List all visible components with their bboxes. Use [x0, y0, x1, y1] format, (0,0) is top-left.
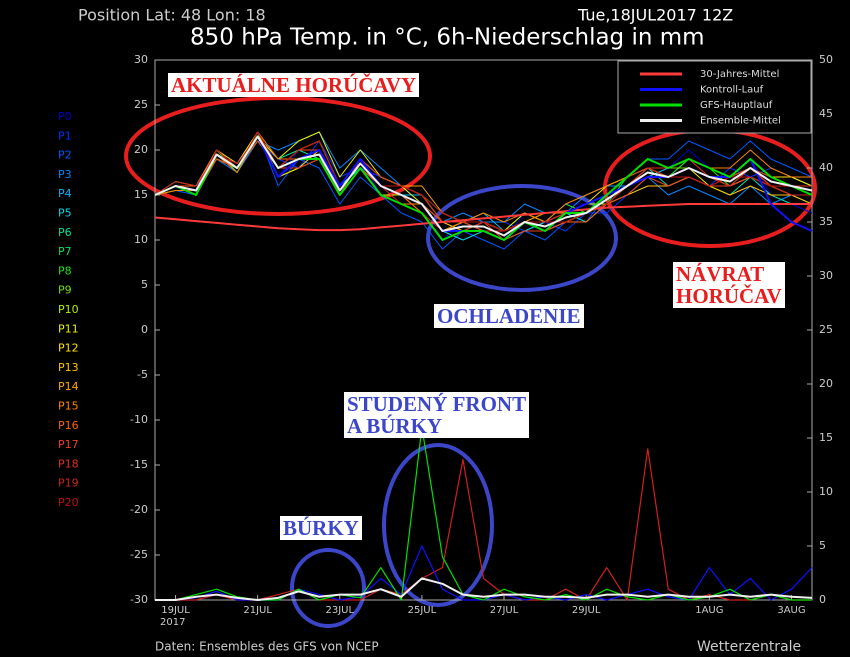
member-label: P2	[58, 149, 72, 162]
x-tick-label: 21JUL	[243, 605, 272, 616]
annotation: AKTUÁLNE HORÚČAVY	[168, 73, 420, 97]
year-label: 2017	[160, 617, 185, 628]
annotation-line: BÚRKY	[283, 516, 359, 540]
ellipse	[603, 128, 817, 248]
precip-line	[155, 426, 812, 601]
annotation-line: AKTUÁLNE HORÚČAVY	[171, 73, 417, 97]
chart-title: 850 hPa Temp. in °C, 6h-Niederschlag in …	[190, 25, 705, 51]
y2-tick-label: 45	[819, 107, 833, 120]
y-tick-label: 30	[134, 53, 148, 66]
y-tick-label: 10	[134, 233, 148, 246]
legend-label: 30-Jahres-Mittel	[700, 69, 779, 80]
y2-tick-label: 20	[819, 377, 833, 390]
annotation: OCHLADENIE	[434, 304, 584, 328]
member-label: P8	[58, 264, 72, 277]
member-label: P13	[58, 361, 79, 374]
member-label: P10	[58, 303, 79, 316]
member-label: P15	[58, 400, 79, 413]
member-label: P12	[58, 342, 79, 355]
legend-label: GFS-Hauptlauf	[700, 100, 773, 111]
annotation-line: NÁVRAT	[676, 262, 765, 286]
y2-tick-label: 5	[819, 539, 826, 552]
y2-tick-label: 25	[819, 323, 833, 336]
y-tick-label: -5	[137, 368, 148, 381]
y-tick-label: 0	[141, 323, 148, 336]
y-tick-label: -20	[130, 503, 148, 516]
member-label: P5	[58, 207, 72, 220]
member-label: P9	[58, 284, 72, 297]
y2-tick-label: 35	[819, 215, 833, 228]
precip-line	[155, 577, 813, 601]
member-label: P20	[58, 496, 79, 509]
y-tick-label: 25	[134, 98, 148, 111]
y2-tick-label: 15	[819, 431, 833, 444]
y-tick-label: -30	[130, 593, 148, 606]
member-label: P18	[58, 457, 79, 470]
annotation-line: A BÚRKY	[347, 414, 443, 438]
series-line	[154, 135, 813, 237]
y2-tick-label: 0	[819, 593, 826, 606]
ellipse	[290, 548, 366, 628]
member-label: P7	[58, 245, 72, 258]
brand: Wetterzentrale	[697, 639, 801, 655]
member-label: P1	[58, 129, 72, 142]
position: Position Lat: 48 Lon: 18	[78, 6, 266, 25]
member-label: P14	[58, 380, 79, 393]
annotation-line: HORÚČAV	[676, 284, 782, 308]
annotation-line: STUDENÝ FRONT	[347, 392, 527, 416]
y-tick-label: 15	[134, 188, 148, 201]
ellipse	[124, 96, 432, 216]
member-label: P6	[58, 226, 72, 239]
run-time: Tue,18JUL2017 12Z	[577, 6, 733, 25]
y2-tick-label: 10	[819, 485, 833, 498]
y-tick-label: -10	[130, 413, 148, 426]
series-line	[154, 203, 812, 232]
ellipse	[426, 184, 618, 292]
annotation-line: OCHLADENIE	[437, 304, 581, 328]
x-tick-label: 19JUL	[161, 605, 190, 616]
y-tick-label: 5	[141, 278, 148, 291]
legend-label: Ensemble-Mittel	[700, 116, 781, 127]
y2-tick-label: 30	[819, 269, 833, 282]
member-label: P19	[58, 477, 79, 490]
annotation: STUDENÝ FRONT A BÚRKY	[344, 392, 530, 438]
member-label: P16	[58, 419, 79, 432]
legend-label: Kontroll-Lauf	[700, 85, 764, 96]
member-label: P11	[58, 322, 79, 335]
member-line	[154, 131, 813, 232]
member-label: P17	[58, 438, 79, 451]
annotation: NÁVRAT HORÚČAV	[673, 262, 785, 308]
y2-tick-label: 50	[819, 53, 833, 66]
y-tick-label: -15	[130, 458, 148, 471]
member-label: P4	[58, 187, 72, 200]
x-tick-label: 29JUL	[572, 605, 601, 616]
member-label: P0	[58, 110, 72, 123]
ellipse	[382, 443, 494, 607]
annotation: BÚRKY	[280, 516, 362, 540]
legend: 30-Jahres-Mittel Kontroll-Lauf GFS-Hauptla…	[617, 60, 812, 134]
y-tick-label: 20	[134, 143, 148, 156]
x-tick-label: 1AUG	[695, 605, 723, 616]
source: Daten: Ensembles des GFS von NCEP	[155, 640, 379, 654]
precip-line	[155, 448, 812, 601]
member-label: P3	[58, 168, 72, 181]
x-tick-label: 25JUL	[408, 605, 437, 616]
x-tick-label: 23JUL	[325, 605, 354, 616]
y-tick-label: -25	[130, 548, 148, 561]
x-tick-label: 27JUL	[490, 605, 519, 616]
x-tick-label: 3AUG	[777, 605, 805, 616]
y2-tick-label: 40	[819, 161, 833, 174]
